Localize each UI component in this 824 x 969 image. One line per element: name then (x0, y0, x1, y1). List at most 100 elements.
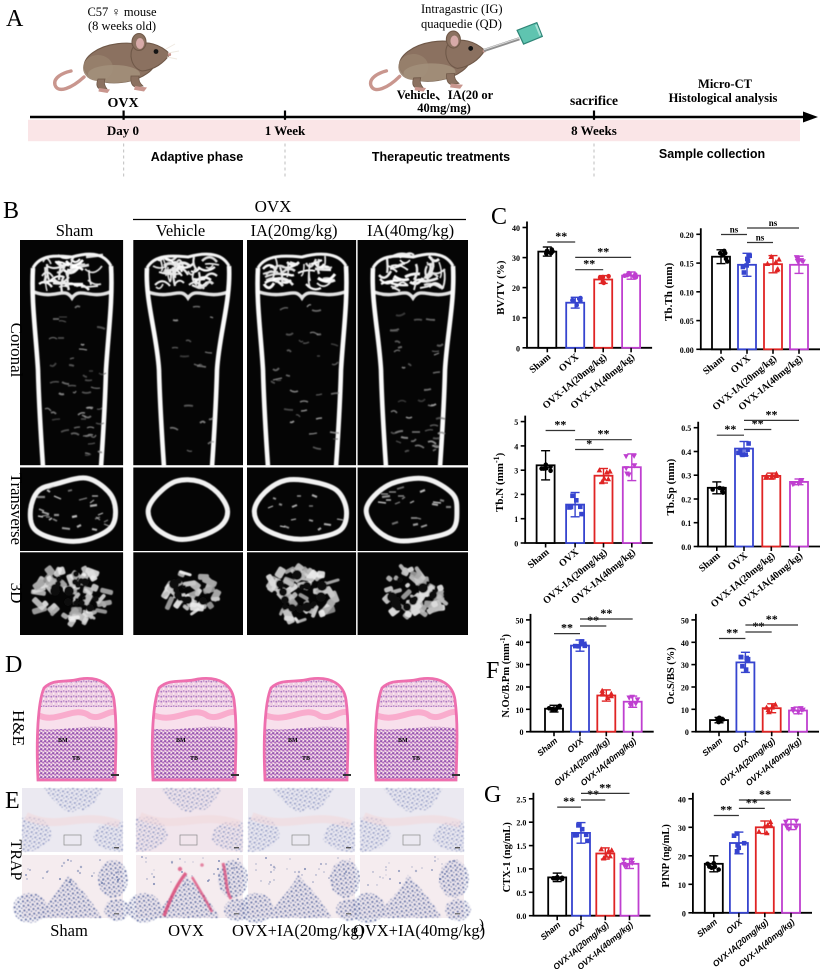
svg-text:H&E: H&E (9, 710, 28, 746)
svg-text:Coronal: Coronal (7, 323, 26, 378)
svg-text:20: 20 (512, 284, 520, 293)
svg-text:E: E (5, 788, 20, 814)
svg-text:ns: ns (769, 218, 778, 228)
svg-text:**: ** (720, 803, 732, 817)
svg-text:30: 30 (678, 824, 686, 833)
svg-text:Sham: Sham (538, 919, 562, 942)
svg-text:F: F (486, 658, 499, 684)
svg-text:40: 40 (516, 639, 524, 648)
svg-text:Vehicle: Vehicle (156, 221, 205, 240)
svg-text:2.0: 2.0 (516, 819, 526, 828)
svg-text:TRAP: TRAP (7, 840, 24, 881)
svg-text:0.05: 0.05 (680, 317, 694, 326)
svg-text:A: A (6, 6, 24, 32)
svg-text:Vehicle、IA(20 or: Vehicle、IA(20 or (397, 88, 494, 102)
svg-text:0.0: 0.0 (516, 912, 526, 921)
svg-text:0.2: 0.2 (681, 496, 691, 505)
svg-text:Sham: Sham (701, 353, 727, 378)
svg-text:0: 0 (516, 344, 520, 353)
svg-text:1 Week: 1 Week (265, 123, 306, 138)
svg-text:0.10: 0.10 (680, 288, 694, 297)
svg-text:50: 50 (516, 616, 524, 625)
svg-text:BV/TV (%): BV/TV (%) (495, 260, 507, 315)
svg-text:Micro-CT: Micro-CT (698, 77, 753, 91)
svg-text:0.5: 0.5 (681, 424, 691, 433)
svg-text:10: 10 (512, 314, 520, 323)
svg-text:**: ** (726, 626, 738, 640)
svg-text:**: ** (554, 418, 566, 432)
svg-text:30: 30 (516, 661, 524, 670)
svg-text:OVX: OVX (565, 735, 586, 755)
svg-text:8 Weeks: 8 Weeks (571, 123, 617, 138)
svg-text:Oc.S/BS (%): Oc.S/BS (%) (666, 647, 677, 705)
svg-text:Intragastric (IG): Intragastric (IG) (421, 2, 503, 16)
svg-text:30: 30 (512, 254, 520, 263)
svg-text:2: 2 (514, 491, 518, 500)
svg-text:sacrifice: sacrifice (570, 93, 618, 108)
svg-text:50: 50 (681, 616, 689, 625)
svg-text:Tb.Th (mm): Tb.Th (mm) (663, 262, 675, 320)
svg-text:IA(40mg/kg): IA(40mg/kg) (367, 221, 454, 240)
svg-text:**: ** (746, 795, 758, 809)
svg-text:quaquedie (QD): quaquedie (QD) (421, 17, 502, 31)
svg-text:0.5: 0.5 (516, 889, 526, 898)
svg-text:IA(20mg/kg): IA(20mg/kg) (250, 221, 337, 240)
svg-text:Sham: Sham (526, 546, 552, 571)
svg-text:**: ** (753, 619, 765, 633)
svg-text:**: ** (752, 417, 764, 431)
svg-text:**: ** (724, 422, 736, 436)
svg-text:3: 3 (514, 467, 518, 476)
svg-text:10: 10 (516, 706, 524, 715)
svg-text:40: 40 (512, 224, 520, 233)
svg-text:40: 40 (678, 795, 686, 804)
svg-text:G: G (484, 782, 501, 808)
svg-text:Day 0: Day 0 (107, 123, 139, 138)
svg-text:0.3: 0.3 (681, 472, 691, 481)
svg-text:BM: BM (58, 738, 68, 744)
svg-text:4: 4 (514, 442, 518, 451)
svg-text:Transverse: Transverse (7, 473, 26, 545)
svg-text:**: ** (766, 407, 778, 421)
svg-text:1: 1 (514, 515, 518, 524)
svg-text:0: 0 (685, 728, 689, 737)
svg-text:**: ** (599, 780, 611, 794)
svg-text:0: 0 (520, 728, 524, 737)
svg-text:BM: BM (288, 738, 298, 744)
svg-text:Sham: Sham (535, 735, 559, 758)
svg-text:**: ** (587, 613, 599, 627)
svg-text:OVX: OVX (168, 921, 204, 940)
svg-text:C57 ♀ mouse: C57 ♀ mouse (87, 5, 157, 19)
svg-text:2.5: 2.5 (516, 795, 526, 804)
svg-text:ns: ns (730, 225, 739, 235)
svg-text:1.0: 1.0 (516, 865, 526, 874)
svg-text:0: 0 (682, 909, 686, 918)
svg-text:Sham: Sham (50, 921, 88, 940)
svg-text:Adaptive phase: Adaptive phase (151, 150, 243, 164)
svg-text:**: ** (598, 427, 610, 441)
svg-text:PINP (ng/mL): PINP (ng/mL) (661, 824, 672, 888)
svg-text:TB: TB (412, 756, 420, 762)
svg-text:0.20: 0.20 (680, 231, 694, 240)
svg-text:OVX: OVX (724, 916, 745, 936)
svg-text:0: 0 (514, 540, 518, 549)
svg-text:C: C (491, 204, 507, 230)
svg-text:20: 20 (678, 852, 686, 861)
svg-text:**: ** (561, 621, 573, 635)
svg-text:ns: ns (756, 233, 765, 243)
svg-text:): ) (479, 917, 484, 933)
svg-text:OVX+IA(40mg/kg): OVX+IA(40mg/kg) (353, 921, 485, 940)
svg-text:20: 20 (516, 684, 524, 693)
svg-text:1.5: 1.5 (516, 842, 526, 851)
svg-text:**: ** (583, 257, 595, 271)
svg-text:*: * (586, 437, 592, 451)
svg-text:Sample collection: Sample collection (659, 147, 765, 161)
svg-text:Tb.Sp (mm): Tb.Sp (mm) (665, 458, 677, 515)
svg-text:5: 5 (514, 418, 518, 427)
svg-text:(8 weeks old): (8 weeks old) (88, 19, 156, 33)
svg-text:0.1: 0.1 (681, 519, 691, 528)
svg-text:3D: 3D (7, 583, 26, 604)
svg-text:Sham: Sham (695, 916, 719, 939)
svg-text:Histological analysis: Histological analysis (669, 91, 778, 105)
svg-text:**: ** (600, 606, 612, 620)
svg-text:TB: TB (190, 756, 198, 762)
